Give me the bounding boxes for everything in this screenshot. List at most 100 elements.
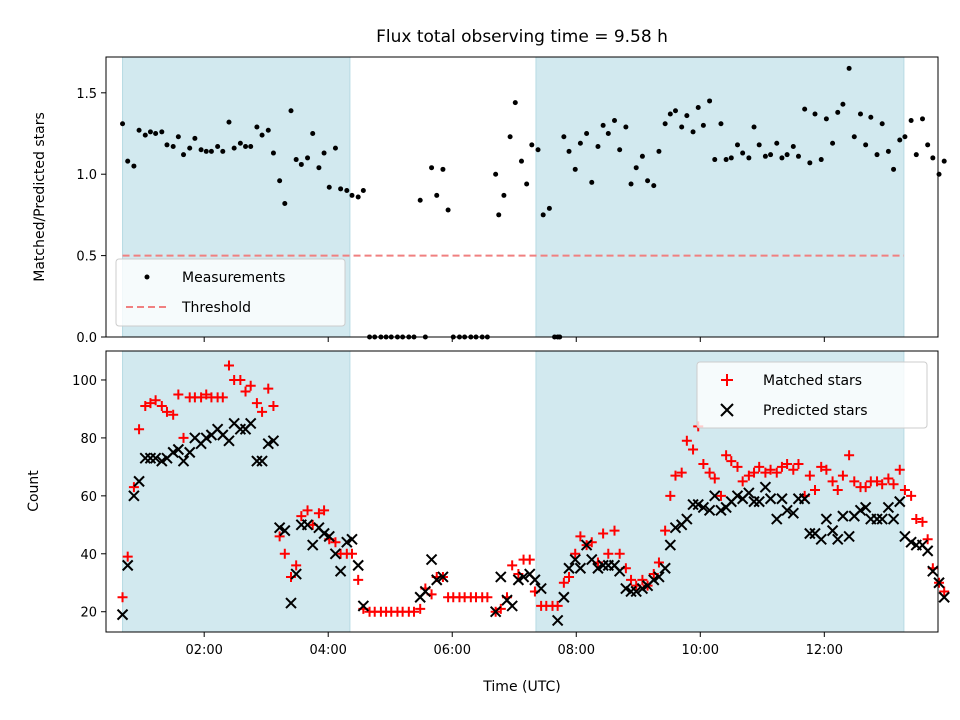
ratio-legend: Measurements Threshold bbox=[115, 258, 346, 327]
matched-stars-point bbox=[609, 525, 620, 536]
y-tick-label: 1.0 bbox=[76, 168, 97, 183]
x-tick-label: 08:00 bbox=[558, 643, 595, 658]
measurements-point bbox=[507, 134, 513, 140]
measurements-point bbox=[712, 157, 718, 163]
predicted-stars-point bbox=[495, 571, 507, 583]
matched-stars-point bbox=[660, 525, 671, 536]
measurements-point bbox=[908, 117, 914, 123]
y-tick-label: 60 bbox=[80, 490, 97, 505]
measurements-point bbox=[417, 197, 423, 203]
matched-stars-point bbox=[743, 470, 754, 481]
legend-frame bbox=[115, 258, 346, 327]
predicted-stars-point bbox=[535, 582, 547, 595]
measurements-point bbox=[259, 132, 265, 138]
matched-stars-point bbox=[415, 603, 426, 614]
matched-stars-point bbox=[552, 600, 563, 611]
matched-stars-point bbox=[145, 398, 156, 409]
predicted-stars-point bbox=[517, 571, 530, 583]
matched-stars-point bbox=[245, 380, 256, 391]
matched-stars-point bbox=[782, 458, 793, 469]
measurements-point bbox=[700, 122, 706, 128]
matched-stars-point bbox=[353, 574, 364, 585]
predicted-stars-point bbox=[764, 493, 777, 505]
legend-marker-matched bbox=[721, 374, 733, 386]
matched-stars-point bbox=[201, 389, 212, 400]
predicted-stars-point bbox=[352, 559, 364, 572]
measurements-point bbox=[656, 148, 662, 154]
matched-stars-point bbox=[911, 514, 922, 525]
matched-stars-point bbox=[821, 464, 832, 475]
matched-stars-point bbox=[665, 490, 676, 501]
predicted-stars-point bbox=[144, 452, 157, 464]
measurements-point bbox=[823, 116, 829, 122]
legend-marker-predicted bbox=[720, 403, 734, 417]
measurements-point bbox=[159, 129, 165, 135]
measurements-point bbox=[277, 178, 283, 184]
predicted-stars-point bbox=[664, 539, 677, 551]
predicted-stars-point bbox=[121, 559, 134, 572]
measurements-point bbox=[293, 157, 299, 163]
measurements-point bbox=[840, 101, 846, 107]
measurements-point bbox=[298, 161, 304, 167]
matched-stars-point bbox=[274, 531, 285, 542]
measurements-point bbox=[830, 140, 836, 146]
measurements-point bbox=[440, 166, 446, 172]
predicted-stars-point bbox=[697, 501, 710, 514]
measurements-point bbox=[885, 148, 891, 154]
predicted-stars-point bbox=[323, 530, 335, 543]
matched-stars-point bbox=[161, 406, 172, 417]
matched-stars-point bbox=[760, 467, 771, 478]
measurements-point bbox=[941, 158, 947, 164]
predicted-stars-point bbox=[563, 562, 575, 574]
matched-stars-point bbox=[173, 389, 184, 400]
predicted-stars-point bbox=[346, 533, 358, 546]
measurements-point bbox=[879, 121, 885, 127]
predicted-stars-point bbox=[933, 577, 945, 589]
predicted-stars-point bbox=[859, 501, 872, 514]
ratio-y-ticks: 0.0 0.5 1.0 1.5 bbox=[76, 87, 106, 346]
predicted-stars-point bbox=[580, 539, 593, 551]
predicted-stars-point bbox=[927, 565, 939, 577]
matched-stars-point bbox=[939, 586, 950, 597]
matched-stars-point bbox=[223, 360, 234, 371]
predicted-stars-point bbox=[787, 507, 800, 519]
matched-stars-point bbox=[726, 456, 737, 467]
count-legend: Matched stars Predicted stars bbox=[696, 361, 928, 429]
count-panel-frame bbox=[105, 350, 939, 633]
predicted-stars-point bbox=[437, 571, 449, 583]
predicted-stars-point bbox=[776, 493, 788, 505]
measurements-point bbox=[349, 192, 355, 198]
matched-stars-point bbox=[291, 560, 302, 571]
matched-stars-point bbox=[844, 450, 855, 461]
matched-stars-point bbox=[263, 383, 274, 394]
matched-stars-point bbox=[240, 386, 251, 397]
predicted-stars-point bbox=[184, 446, 196, 459]
predicted-stars-point bbox=[837, 510, 849, 522]
matched-stars-point bbox=[877, 479, 888, 490]
measurements-point bbox=[153, 131, 159, 137]
y-tick-label: 0.5 bbox=[76, 250, 97, 265]
matched-stars-point bbox=[810, 485, 821, 496]
predicted-stars-point bbox=[820, 513, 833, 525]
measurements-point bbox=[651, 183, 657, 189]
measurements-point bbox=[540, 212, 546, 218]
matched-stars-point bbox=[196, 392, 207, 403]
measurements-point bbox=[690, 129, 696, 135]
predicted-stars-point bbox=[887, 513, 900, 525]
count-series bbox=[116, 360, 950, 627]
measurements-point bbox=[846, 65, 852, 71]
predicted-stars-point bbox=[234, 423, 247, 435]
measurements-point bbox=[784, 152, 790, 158]
matched-stars-point bbox=[575, 531, 586, 542]
matched-stars-point bbox=[302, 505, 313, 516]
predicted-stars-point bbox=[133, 475, 145, 488]
measurements-point bbox=[728, 155, 734, 161]
predicted-stars-point bbox=[244, 417, 257, 430]
predicted-stars-point bbox=[172, 443, 185, 456]
matched-stars-point bbox=[749, 467, 760, 478]
predicted-stars-point bbox=[139, 452, 151, 464]
predicted-stars-point bbox=[669, 522, 682, 534]
matched-stars-point bbox=[482, 592, 493, 603]
matched-stars-point bbox=[827, 476, 838, 487]
